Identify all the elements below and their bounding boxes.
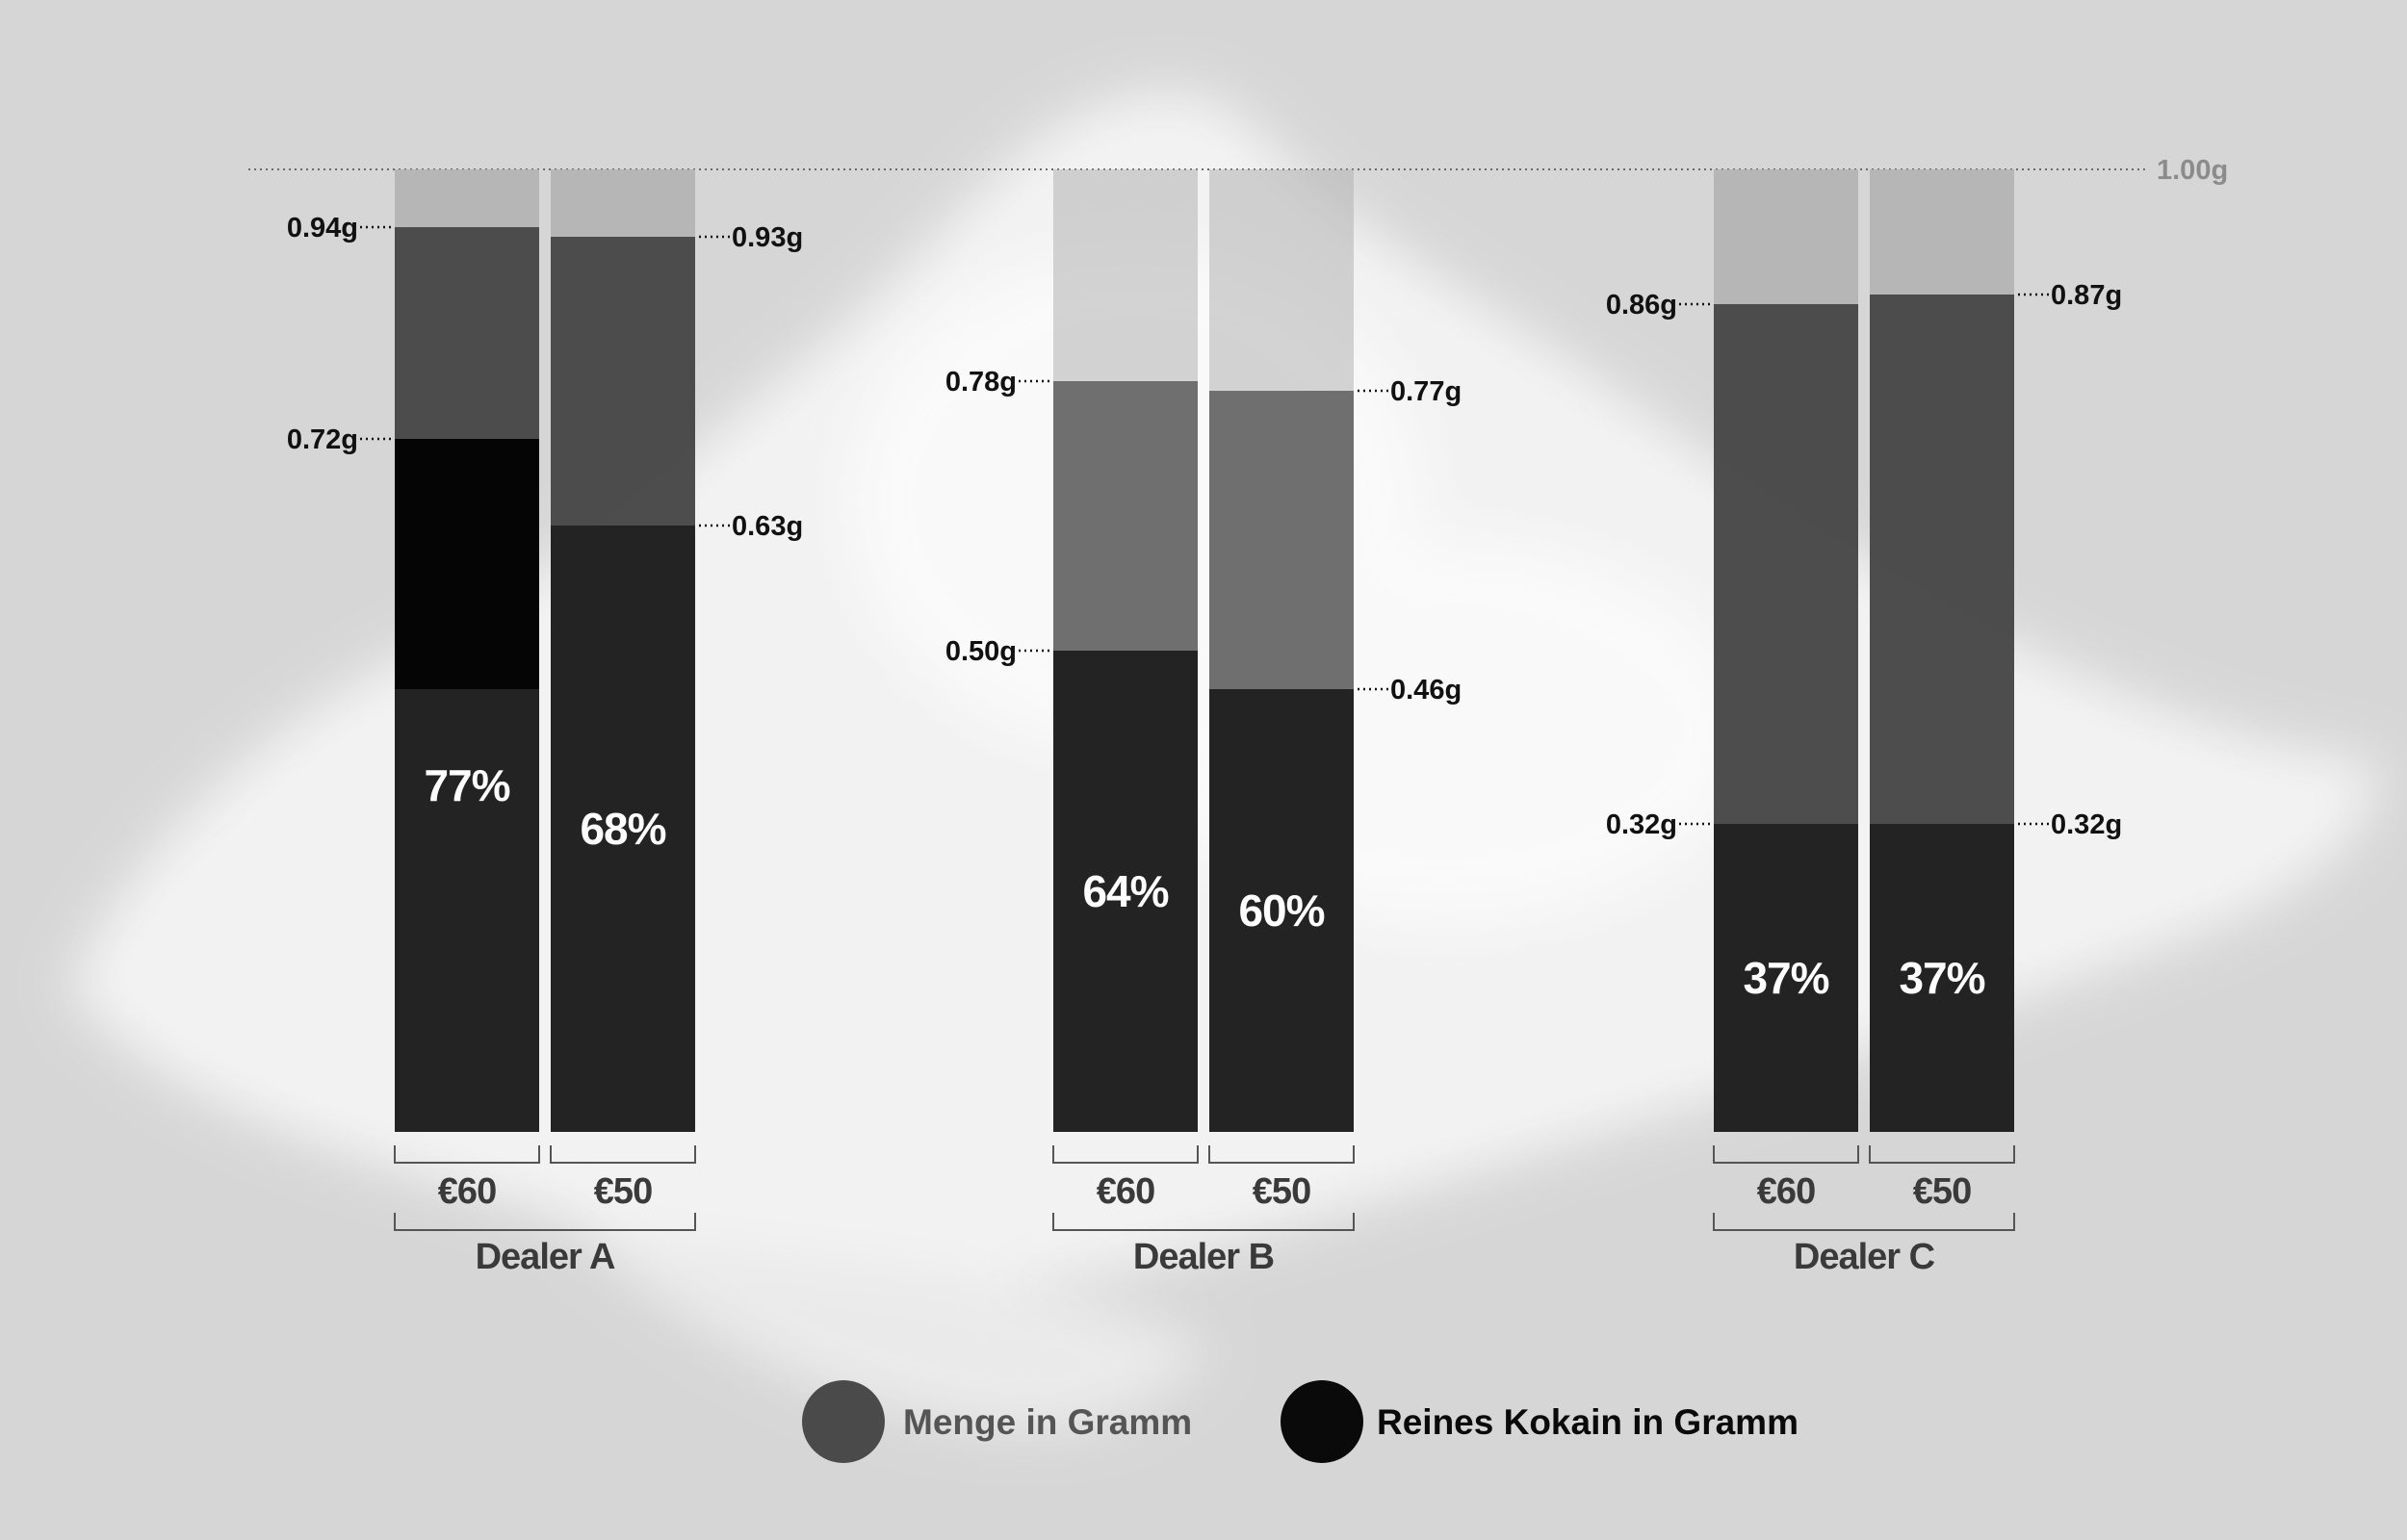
bar-menge-segment-dealer-a-left (395, 227, 539, 439)
value-label-menge-dealer-b-right: 0.77g (1390, 376, 1462, 407)
bar-rein-shade-dealer-a-left (395, 439, 539, 689)
dealer-label-1: Dealer B (1133, 1237, 1274, 1277)
bar-menge-segment-dealer-c-left (1714, 304, 1858, 824)
percent-label-dealer-a-right: 68% (580, 804, 665, 854)
value-label-menge-dealer-c-right: 0.87g (2051, 280, 2122, 311)
price-bracket-dealer-c-right (1869, 1145, 2015, 1164)
bar-menge-segment-dealer-a-right (551, 237, 695, 526)
price-label-dealer-a-left: €60 (438, 1171, 496, 1212)
percent-label-dealer-c-right: 37% (1899, 953, 1984, 1003)
percent-label-dealer-b-right: 60% (1238, 886, 1324, 936)
legend-label-rein: Reines Kokain in Gramm (1377, 1402, 1799, 1442)
percent-label-dealer-a-left: 77% (424, 760, 509, 810)
value-label-rein-dealer-b-left: 0.50g (945, 636, 1017, 667)
percent-label-dealer-c-left: 37% (1743, 953, 1828, 1003)
value-label-rein-dealer-b-right: 0.46g (1390, 675, 1462, 706)
bar-remainder-dealer-b-left (1053, 169, 1198, 381)
dealer-label-0: Dealer A (476, 1237, 615, 1277)
dealer-bracket-2 (1713, 1213, 2015, 1231)
price-label-dealer-c-left: €60 (1757, 1171, 1815, 1212)
value-label-rein-dealer-a-right: 0.63g (732, 511, 803, 542)
dealer-bracket-1 (1052, 1213, 1355, 1231)
bar-remainder-dealer-c-left (1714, 169, 1858, 304)
bar-menge-segment-dealer-b-left (1053, 381, 1198, 651)
price-label-dealer-b-left: €60 (1097, 1171, 1154, 1212)
reference-line-label: 1.00g (2157, 155, 2228, 186)
value-label-rein-dealer-c-left: 0.32g (1606, 809, 1677, 840)
price-bracket-dealer-a-right (550, 1145, 696, 1164)
bar-remainder-dealer-b-right (1209, 169, 1354, 391)
price-label-dealer-a-right: €50 (594, 1171, 652, 1212)
price-label-dealer-c-right: €50 (1913, 1171, 1971, 1212)
value-label-rein-dealer-c-right: 0.32g (2051, 809, 2122, 840)
bar-rein-segment-dealer-b-left (1053, 651, 1198, 1132)
dealer-label-2: Dealer C (1794, 1237, 1935, 1277)
bar-menge-segment-dealer-b-right (1209, 391, 1354, 689)
bars-layer: 77% 0.94g 0.72g €60 68% 0.93g 0.63g €50 Dealer A… (287, 169, 2122, 1277)
legend-swatch-menge (802, 1380, 885, 1463)
price-bracket-dealer-c-left (1713, 1145, 1859, 1164)
value-label-menge-dealer-c-left: 0.86g (1606, 290, 1677, 321)
bar-remainder-dealer-a-right (551, 169, 695, 237)
bar-rein-segment-dealer-c-left (1714, 824, 1858, 1132)
bar-remainder-dealer-c-right (1870, 169, 2014, 295)
value-label-menge-dealer-a-right: 0.93g (732, 222, 803, 253)
value-label-menge-dealer-a-left: 0.94g (287, 213, 358, 244)
price-bracket-dealer-a-left (394, 1145, 540, 1164)
bar-rein-segment-dealer-b-right (1209, 689, 1354, 1132)
value-label-menge-dealer-b-left: 0.78g (945, 367, 1017, 398)
dealer-bracket-0 (394, 1213, 696, 1231)
price-bracket-dealer-b-left (1052, 1145, 1199, 1164)
legend-swatch-rein (1281, 1380, 1363, 1463)
bar-rein-segment-dealer-c-right (1870, 824, 2014, 1132)
value-label-rein-dealer-a-left: 0.72g (287, 424, 358, 455)
bar-rein-segment-dealer-a-right (551, 526, 695, 1132)
bar-menge-segment-dealer-c-right (1870, 295, 2014, 824)
legend: Menge in Gramm Reines Kokain in Gramm (802, 1380, 1799, 1463)
price-label-dealer-b-right: €50 (1253, 1171, 1310, 1212)
legend-label-menge: Menge in Gramm (903, 1402, 1192, 1442)
price-bracket-dealer-b-right (1208, 1145, 1355, 1164)
bar-remainder-dealer-a-left (395, 169, 539, 227)
percent-label-dealer-b-left: 64% (1082, 866, 1168, 916)
